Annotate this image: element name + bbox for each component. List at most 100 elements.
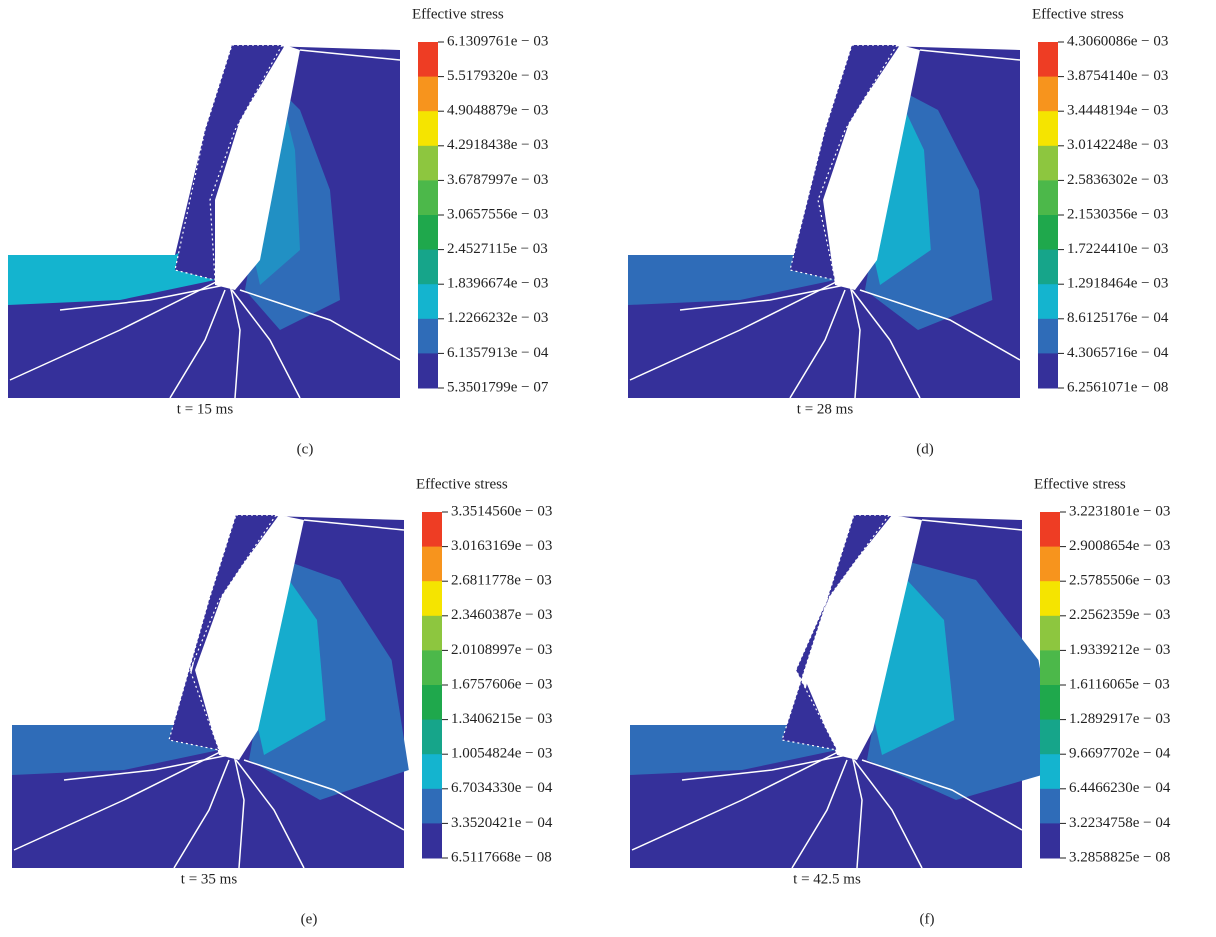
colorbar-label: 1.2266232e − 03 [447,310,548,326]
crack [629,279,841,381]
colorbar-band [1038,180,1058,216]
colorbar-band [418,249,438,285]
colorbar-band [1038,76,1058,112]
crack [853,759,923,869]
crack [859,289,1021,361]
colorbar-label: 6.1309761e − 03 [447,33,548,49]
colorbar-label: 1.2918464e − 03 [1067,276,1168,292]
crack [681,754,848,781]
colorbar-label: 4.3060086e − 03 [1067,33,1168,49]
crack [63,754,230,781]
colorbar-label: 3.2231801e − 03 [1069,503,1170,519]
crack [169,289,226,399]
colorbar-band [422,754,442,790]
colorbar-label: 6.5117668e − 08 [451,849,552,865]
crater [195,515,304,760]
colorbar-label: 3.0142248e − 03 [1067,137,1168,153]
colorbar-band [418,215,438,251]
crack [303,519,405,531]
left-stress [8,240,215,305]
fragmented-zone [781,514,891,751]
crater [215,45,300,290]
colorbar-band [418,284,438,320]
colorbar-band [1040,650,1060,686]
time-label: t = 28 ms [797,401,854,417]
colorbar-label: 4.9048879e − 03 [447,103,548,119]
panel-label: (f) [920,911,935,927]
colorbar-label: 5.3501799e − 07 [447,379,549,395]
left-stress [628,235,835,305]
colorbar-band [418,318,438,354]
colorbar-band [1038,353,1058,389]
crack [861,759,1023,831]
colorbar-band [422,512,442,548]
colorbar-label: 6.1357913e − 04 [447,345,549,361]
colorbar-label: 2.6811778e − 03 [451,573,552,589]
time-label: t = 42.5 ms [793,871,861,887]
crack [921,519,1023,531]
colorbar-band [1040,788,1060,824]
colorbar-label: 2.5785506e − 03 [1069,573,1170,589]
colorbar-band [418,353,438,389]
colorbar-band [1038,215,1058,251]
simulation-image [12,514,409,869]
colorbar-label: 1.3406215e − 03 [451,711,552,727]
colorbar-label: 3.2234758e − 04 [1069,815,1171,831]
panel: t = 35 ms (e) Effective stress 3.3514560e −… [12,476,553,927]
colorbar-label: 4.3065716e − 04 [1067,345,1169,361]
colorbar-band [422,546,442,582]
colorbar-band [418,111,438,147]
colorbar-band [418,42,438,78]
crack [849,284,861,399]
panel-label: (c) [297,441,314,457]
colorbar-band [1038,249,1058,285]
colorbar-label: 3.2858825e − 08 [1069,849,1170,865]
colorbar-label: 1.6116065e − 03 [1069,676,1170,692]
colorbar-label: 2.0108997e − 03 [451,642,552,658]
colorbar-label: 3.4448194e − 03 [1067,103,1168,119]
crack [59,284,226,311]
colorbar-band [422,581,442,617]
crater [801,515,922,760]
colorbar-band [1038,145,1058,181]
legend-title: Effective stress [412,6,504,22]
crack [233,754,245,869]
colorbar-band [1040,823,1060,859]
simulation-image [8,44,401,399]
crack [239,289,401,361]
colorbar-label: 3.0657556e − 03 [447,206,548,222]
legend-title: Effective stress [416,476,508,492]
panel-label: (e) [301,911,318,927]
legend-title: Effective stress [1034,476,1126,492]
crack [789,289,846,399]
crack [299,49,401,61]
colorbar-label: 6.4466230e − 04 [1069,780,1171,796]
colorbar-label: 6.2561071e − 08 [1067,379,1168,395]
panel: t = 42.5 ms (f) Effective stress 3.2231801e… [630,476,1171,927]
colorbar-label: 2.1530356e − 03 [1067,206,1168,222]
colorbar-label: 9.6697702e − 04 [1069,746,1171,762]
left-stress [630,695,837,775]
colorbar-label: 3.0163169e − 03 [451,538,552,554]
crack [679,284,846,311]
colorbar-label: 8.6125176e − 04 [1067,310,1169,326]
colorbar-label: 2.2562359e − 03 [1069,607,1170,623]
crack [235,759,305,869]
colorbar-band [422,615,442,651]
time-label: t = 35 ms [181,871,238,887]
crack [13,749,225,851]
crack [851,754,863,869]
simulation-image [628,44,1021,399]
crack [173,759,230,869]
fragmented-zone [168,514,278,751]
colorbar-band [1038,42,1058,78]
stress-zone-high [872,580,955,755]
stress-zone-high [254,580,326,755]
left-stress [12,700,219,775]
colorbar-band [1040,615,1060,651]
colorbar-band [418,145,438,181]
colorbar-band [1040,685,1060,721]
colorbar-band [1040,719,1060,755]
crater [823,45,920,290]
colorbar-label: 2.4527115e − 03 [447,241,548,257]
